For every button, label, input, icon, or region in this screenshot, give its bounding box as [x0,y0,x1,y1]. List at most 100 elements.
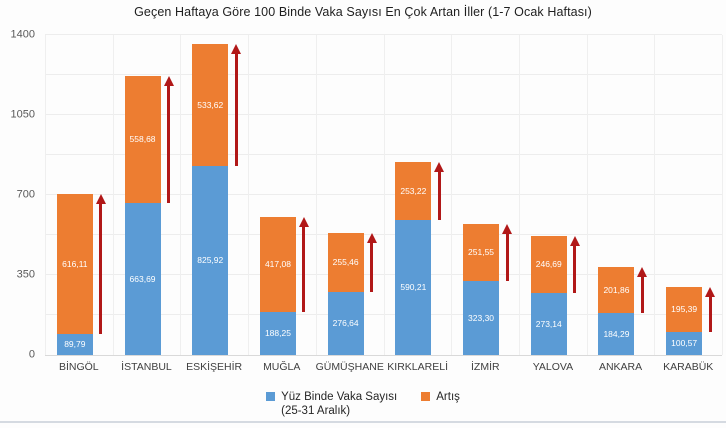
x-axis-label: ANKARA [598,361,643,373]
bar-segment-vaka: 100,57 [666,332,703,355]
y-axis: 0 350 700 1050 1400 [0,29,41,360]
legend-swatch-artis-icon [421,392,431,401]
bar-value-label-vaka: 89,79 [64,339,86,350]
bar-value-label-artis: 246,69 [535,259,562,270]
x-axis-label: BİNGÖL [58,361,99,373]
bar-value-label-artis: 616,11 [62,258,88,269]
bar-segment-artis: 255,46 [327,233,364,292]
bar-segment-vaka: 663,69 [124,203,161,355]
bar-segment-vaka: 825,92 [192,166,229,355]
arrow-shaft [370,240,374,292]
increase-arrow-icon [366,233,377,292]
bar-value-label-artis: 195,39 [671,304,698,315]
legend-label-vaka: Yüz Binde Vaka Sayısı [281,391,398,403]
gridline-vertical [112,35,114,355]
bar-stack: 253,22 590,21 [395,35,432,355]
arrow-shaft [640,273,644,313]
arrow-shaft [234,51,238,167]
gridline-vertical [383,35,385,355]
bar-segment-vaka: 273,14 [530,292,567,355]
x-axis-label: İSTANBUL [121,361,172,373]
x-axis-label: KARABÜK [663,361,714,373]
bar-column: 246,69 273,14 [519,35,587,355]
bar-value-label-vaka: 273,14 [535,318,562,329]
legend-item-artis: Artış [421,390,460,404]
y-axis-tick-label: 700 [16,188,35,201]
bar-column: 253,22 590,21 [384,35,452,355]
x-axis-label: KIRKLARELİ [387,361,448,373]
gridline-vertical [654,35,656,355]
gridline-horizontal [45,34,722,35]
arrow-shaft [573,243,577,293]
bar-value-label-vaka: 825,92 [197,255,224,266]
bar-column: 201,86 184,29 [587,35,655,355]
bar-segment-vaka: 323,30 [463,281,500,355]
x-axis-label: ESKİŞEHİR [186,361,243,373]
bar-segment-vaka: 188,25 [259,311,296,355]
bar-segment-artis: 253,22 [395,162,432,221]
y-axis-tick-label: 350 [16,268,35,281]
bar-segment-artis: 417,08 [259,216,296,312]
bar-segment-vaka: 590,21 [395,220,432,355]
bar-value-label-vaka: 188,25 [264,328,291,339]
increase-arrow-icon [705,287,716,333]
arrow-head-icon [95,193,106,204]
x-axis: BİNGÖL İSTANBUL ESKİŞEHİR MUĞLA GÜMÜŞHANE KIR… [45,361,722,373]
bar-value-label-artis: 253,22 [400,185,427,196]
arrow-head-icon [569,236,580,247]
gridline-vertical [722,35,723,355]
bar-segment-artis: 558,68 [124,75,161,204]
bar-stack: 616,11 89,79 [56,35,93,355]
bar-value-label-vaka: 276,64 [332,318,359,329]
bar-segment-artis: 251,55 [463,223,500,282]
x-axis-label: YALOVA [532,361,574,373]
legend-swatch-vaka-icon [266,392,276,401]
bar-value-label-artis: 417,08 [264,259,291,270]
bar-segment-vaka: 89,79 [56,334,93,355]
legend-label-artis: Artış [436,391,460,403]
bar-stack: 417,08 188,25 [259,35,296,355]
arrow-head-icon [163,75,174,86]
arrow-shaft [99,200,103,335]
bar-stack: 255,46 276,64 [327,35,364,355]
increase-arrow-icon [231,44,242,167]
x-axis-label: GÜMÜŞHANE [315,361,384,373]
arrow-head-icon [502,223,513,234]
y-axis-tick-label: 1050 [10,108,35,121]
bar-value-label-vaka: 590,21 [400,282,427,293]
arrow-head-icon [637,266,648,277]
bar-stack: 246,69 273,14 [530,35,567,355]
increase-arrow-icon [434,162,445,221]
bar-segment-artis: 533,62 [192,44,229,167]
bar-column: 417,08 188,25 [248,35,316,355]
window-bottom-edge [0,421,726,423]
bar-column: 558,68 663,69 [113,35,181,355]
bar-column: 616,11 89,79 [45,35,113,355]
increase-arrow-icon [298,216,309,312]
increase-arrow-icon [569,236,580,293]
bar-value-label-vaka: 323,30 [468,312,495,323]
arrow-head-icon [366,233,377,244]
gridline-vertical [180,35,182,355]
y-axis-tick-label: 1400 [10,28,35,41]
bar-stack: 558,68 663,69 [124,35,161,355]
legend: Yüz Binde Vaka Sayısı (25-31 Aralık) Art… [0,390,726,419]
bar-stack: 251,55 323,30 [463,35,500,355]
bar-value-label-artis: 251,55 [468,247,495,258]
bar-stack: 201,86 184,29 [598,35,635,355]
bar-value-label-artis: 533,62 [197,99,224,110]
increase-arrow-icon [637,266,648,313]
gridline-vertical [586,35,588,355]
increase-arrow-icon [163,75,174,204]
arrow-shaft [708,294,712,333]
bar-column: 533,62 825,92 [180,35,248,355]
bar-stack: 195,39 100,57 [666,35,703,355]
arrow-head-icon [231,44,242,55]
arrow-shaft [437,169,441,221]
chart-title: Geçen Haftaya Göre 100 Binde Vaka Sayısı… [134,5,592,19]
bar-value-label-vaka: 184,29 [603,328,630,339]
x-axis-label: İZMİR [471,361,500,373]
legend-item-vaka: Yüz Binde Vaka Sayısı (25-31 Aralık) [266,390,397,419]
bar-segment-artis: 195,39 [666,287,703,333]
